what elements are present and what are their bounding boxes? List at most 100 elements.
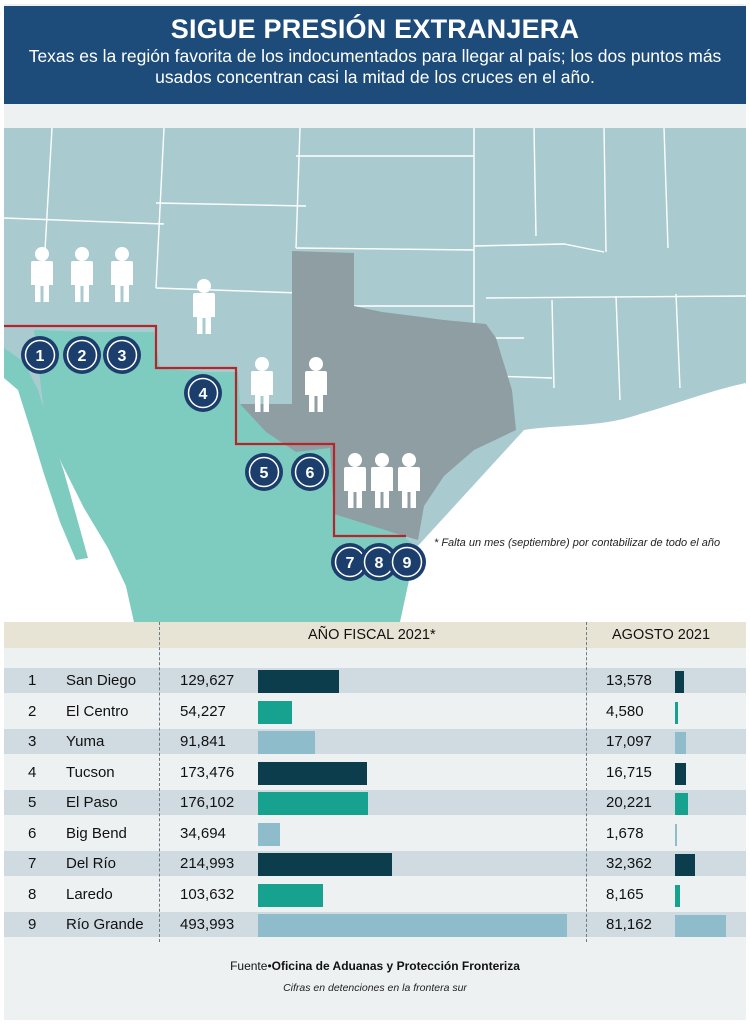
table-row: 6 Big Bend 34,694 1,678	[4, 821, 746, 846]
row-number: 4	[28, 763, 37, 781]
august-bar	[675, 884, 681, 907]
row-number: 8	[28, 885, 37, 903]
row-number: 2	[28, 702, 37, 720]
source-prefix: Fuente•	[230, 959, 272, 973]
marker-9[interactable]: 9	[388, 543, 426, 581]
table-row: 1 San Diego 129,627 13,578	[4, 668, 746, 693]
marker-6[interactable]: 6	[291, 453, 329, 491]
august-bar	[675, 854, 696, 876]
row-number: 3	[28, 733, 37, 750]
table-row: 9 Río Grande 493,993 81,162	[4, 912, 746, 937]
table-row: 5 El Paso 176,102 20,221	[4, 790, 746, 815]
row-number: 9	[28, 916, 37, 933]
fiscal-bar	[258, 822, 280, 846]
row-number: 6	[28, 824, 37, 842]
units-note: Cifras en detenciones en la frontera sur	[283, 982, 467, 994]
marker-3-label: 3	[118, 348, 127, 365]
marker-6-label: 6	[306, 465, 315, 482]
border-map: 1 2 3 4 5 6 7 8	[4, 128, 746, 622]
fiscal-bar	[258, 731, 316, 754]
row-number: 5	[28, 794, 37, 811]
marker-5-label: 5	[260, 465, 269, 482]
row-city: Laredo	[66, 885, 113, 903]
august-value-label: 17,097	[606, 733, 652, 750]
fiscal-value-label: 54,227	[180, 702, 226, 720]
marker-1[interactable]: 1	[21, 336, 59, 374]
row-city: Yuma	[66, 733, 105, 750]
august-value-label: 1,678	[606, 824, 644, 842]
marker-4[interactable]: 4	[184, 374, 222, 412]
fiscal-value-label: 129,627	[180, 672, 235, 689]
border-line	[4, 324, 406, 538]
fiscal-bar	[258, 853, 393, 876]
marker-2-label: 2	[78, 348, 87, 365]
fiscal-value-label: 173,476	[180, 763, 235, 781]
header: SIGUE PRESIÓN EXTRANJERA Texas es la reg…	[4, 6, 746, 104]
divider-right	[586, 622, 587, 942]
fiscal-bar	[258, 670, 340, 693]
fiscal-value-label: 493,993	[180, 916, 235, 933]
marker-4-label: 4	[199, 386, 208, 403]
fiscal-bar	[258, 761, 367, 785]
table-row: 4 Tucson 173,476 16,715	[4, 760, 746, 785]
table-row: 2 El Centro 54,227 4,580	[4, 699, 746, 724]
source-name: Oficina de Aduanas y Protección Fronteri…	[271, 959, 520, 973]
august-value-label: 8,165	[606, 885, 644, 903]
col-header-august: AGOSTO 2021	[612, 627, 711, 643]
gulf-sea	[399, 383, 746, 622]
fiscal-value-label: 91,841	[180, 733, 226, 750]
texas-state	[240, 251, 516, 540]
col-header-fiscal: AÑO FISCAL 2021*	[308, 627, 436, 643]
august-bar	[675, 793, 688, 815]
divider-left	[159, 622, 160, 942]
marker-2[interactable]: 2	[63, 336, 101, 374]
row-city: Tucson	[66, 763, 115, 781]
august-value-label: 16,715	[606, 763, 652, 781]
table-row: 7 Del Río 214,993 32,362	[4, 851, 746, 876]
table-row: 3 Yuma 91,841 17,097	[4, 729, 746, 754]
row-city: Big Bend	[66, 824, 127, 842]
baja-california	[4, 348, 88, 560]
source-line: Fuente•Oficina de Aduanas y Protección F…	[0, 959, 750, 973]
august-bar	[675, 671, 684, 693]
state-lines	[4, 128, 746, 401]
marker-8-label: 8	[375, 555, 384, 572]
august-bar	[675, 762, 686, 785]
row-number: 1	[28, 672, 37, 689]
fiscal-value-label: 103,632	[180, 885, 235, 903]
row-city: Del Río	[66, 855, 117, 872]
mexico-land	[34, 330, 416, 622]
row-city: Río Grande	[66, 916, 144, 933]
august-value-label: 13,578	[606, 672, 652, 689]
location-markers: 1 2 3 4 5 6 7 8	[21, 336, 426, 581]
august-value-label: 20,221	[606, 794, 652, 811]
fiscal-bar	[258, 914, 567, 937]
august-value-label: 32,362	[606, 855, 652, 872]
fiscal-bar	[258, 792, 369, 815]
page-subtitle: Texas es la región favorita de los indoc…	[28, 46, 722, 87]
august-bar	[675, 915, 726, 937]
row-city: El Centro	[66, 702, 129, 720]
august-value-label: 81,162	[606, 916, 652, 933]
fiscal-value-label: 176,102	[180, 794, 235, 811]
august-bar	[675, 823, 677, 846]
marker-5[interactable]: 5	[245, 453, 283, 491]
fiscal-bar	[258, 883, 323, 907]
marker-7-label: 7	[346, 555, 355, 572]
august-value-label: 4,580	[606, 702, 644, 720]
row-city: San Diego	[66, 672, 137, 689]
marker-1-label: 1	[36, 348, 45, 365]
august-bar	[675, 701, 678, 724]
fiscal-value-label: 214,993	[180, 855, 235, 872]
page-title: SIGUE PRESIÓN EXTRANJERA	[170, 14, 580, 44]
table-header: AÑO FISCAL 2021* AGOSTO 2021	[4, 622, 746, 648]
fiscal-bar	[258, 700, 292, 724]
august-bar	[675, 732, 686, 754]
row-number: 7	[28, 855, 37, 872]
map-footnote: * Falta un mes (septiembre) por contabil…	[434, 537, 721, 549]
table-row: 8 Laredo 103,632 8,165	[4, 882, 746, 907]
row-city: El Paso	[66, 794, 118, 811]
fiscal-value-label: 34,694	[180, 824, 226, 842]
marker-9-label: 9	[403, 555, 412, 572]
marker-3[interactable]: 3	[103, 336, 141, 374]
